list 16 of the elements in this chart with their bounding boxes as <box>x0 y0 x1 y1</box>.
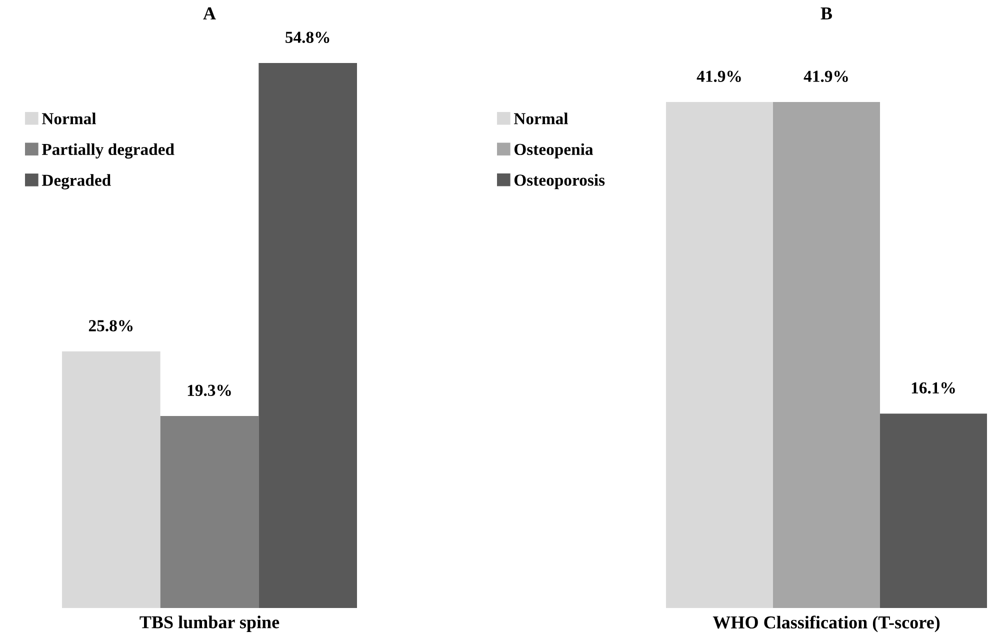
data-label: 54.8% <box>286 32 330 44</box>
data-label: 19.3% <box>188 384 231 396</box>
legend-label: Partially degraded <box>42 143 174 159</box>
chart-title: A <box>203 7 216 20</box>
chart-title: B <box>820 8 832 20</box>
legend-label: Normal <box>514 112 568 124</box>
data-label: 25.8% <box>88 320 133 332</box>
legend-label: Osteopenia <box>514 143 594 158</box>
legend-label: Degraded <box>42 174 111 190</box>
legend-label: Osteoporosis <box>514 174 605 190</box>
x-axis-title: TBS lumbar spine <box>140 616 280 632</box>
x-axis-title: WHO Classification (T-score) <box>712 616 940 632</box>
data-label: 16.1% <box>912 382 955 394</box>
legend-label: Normal <box>42 112 96 124</box>
data-label: 41.9% <box>696 70 741 82</box>
data-label: 41.9% <box>804 70 848 82</box>
